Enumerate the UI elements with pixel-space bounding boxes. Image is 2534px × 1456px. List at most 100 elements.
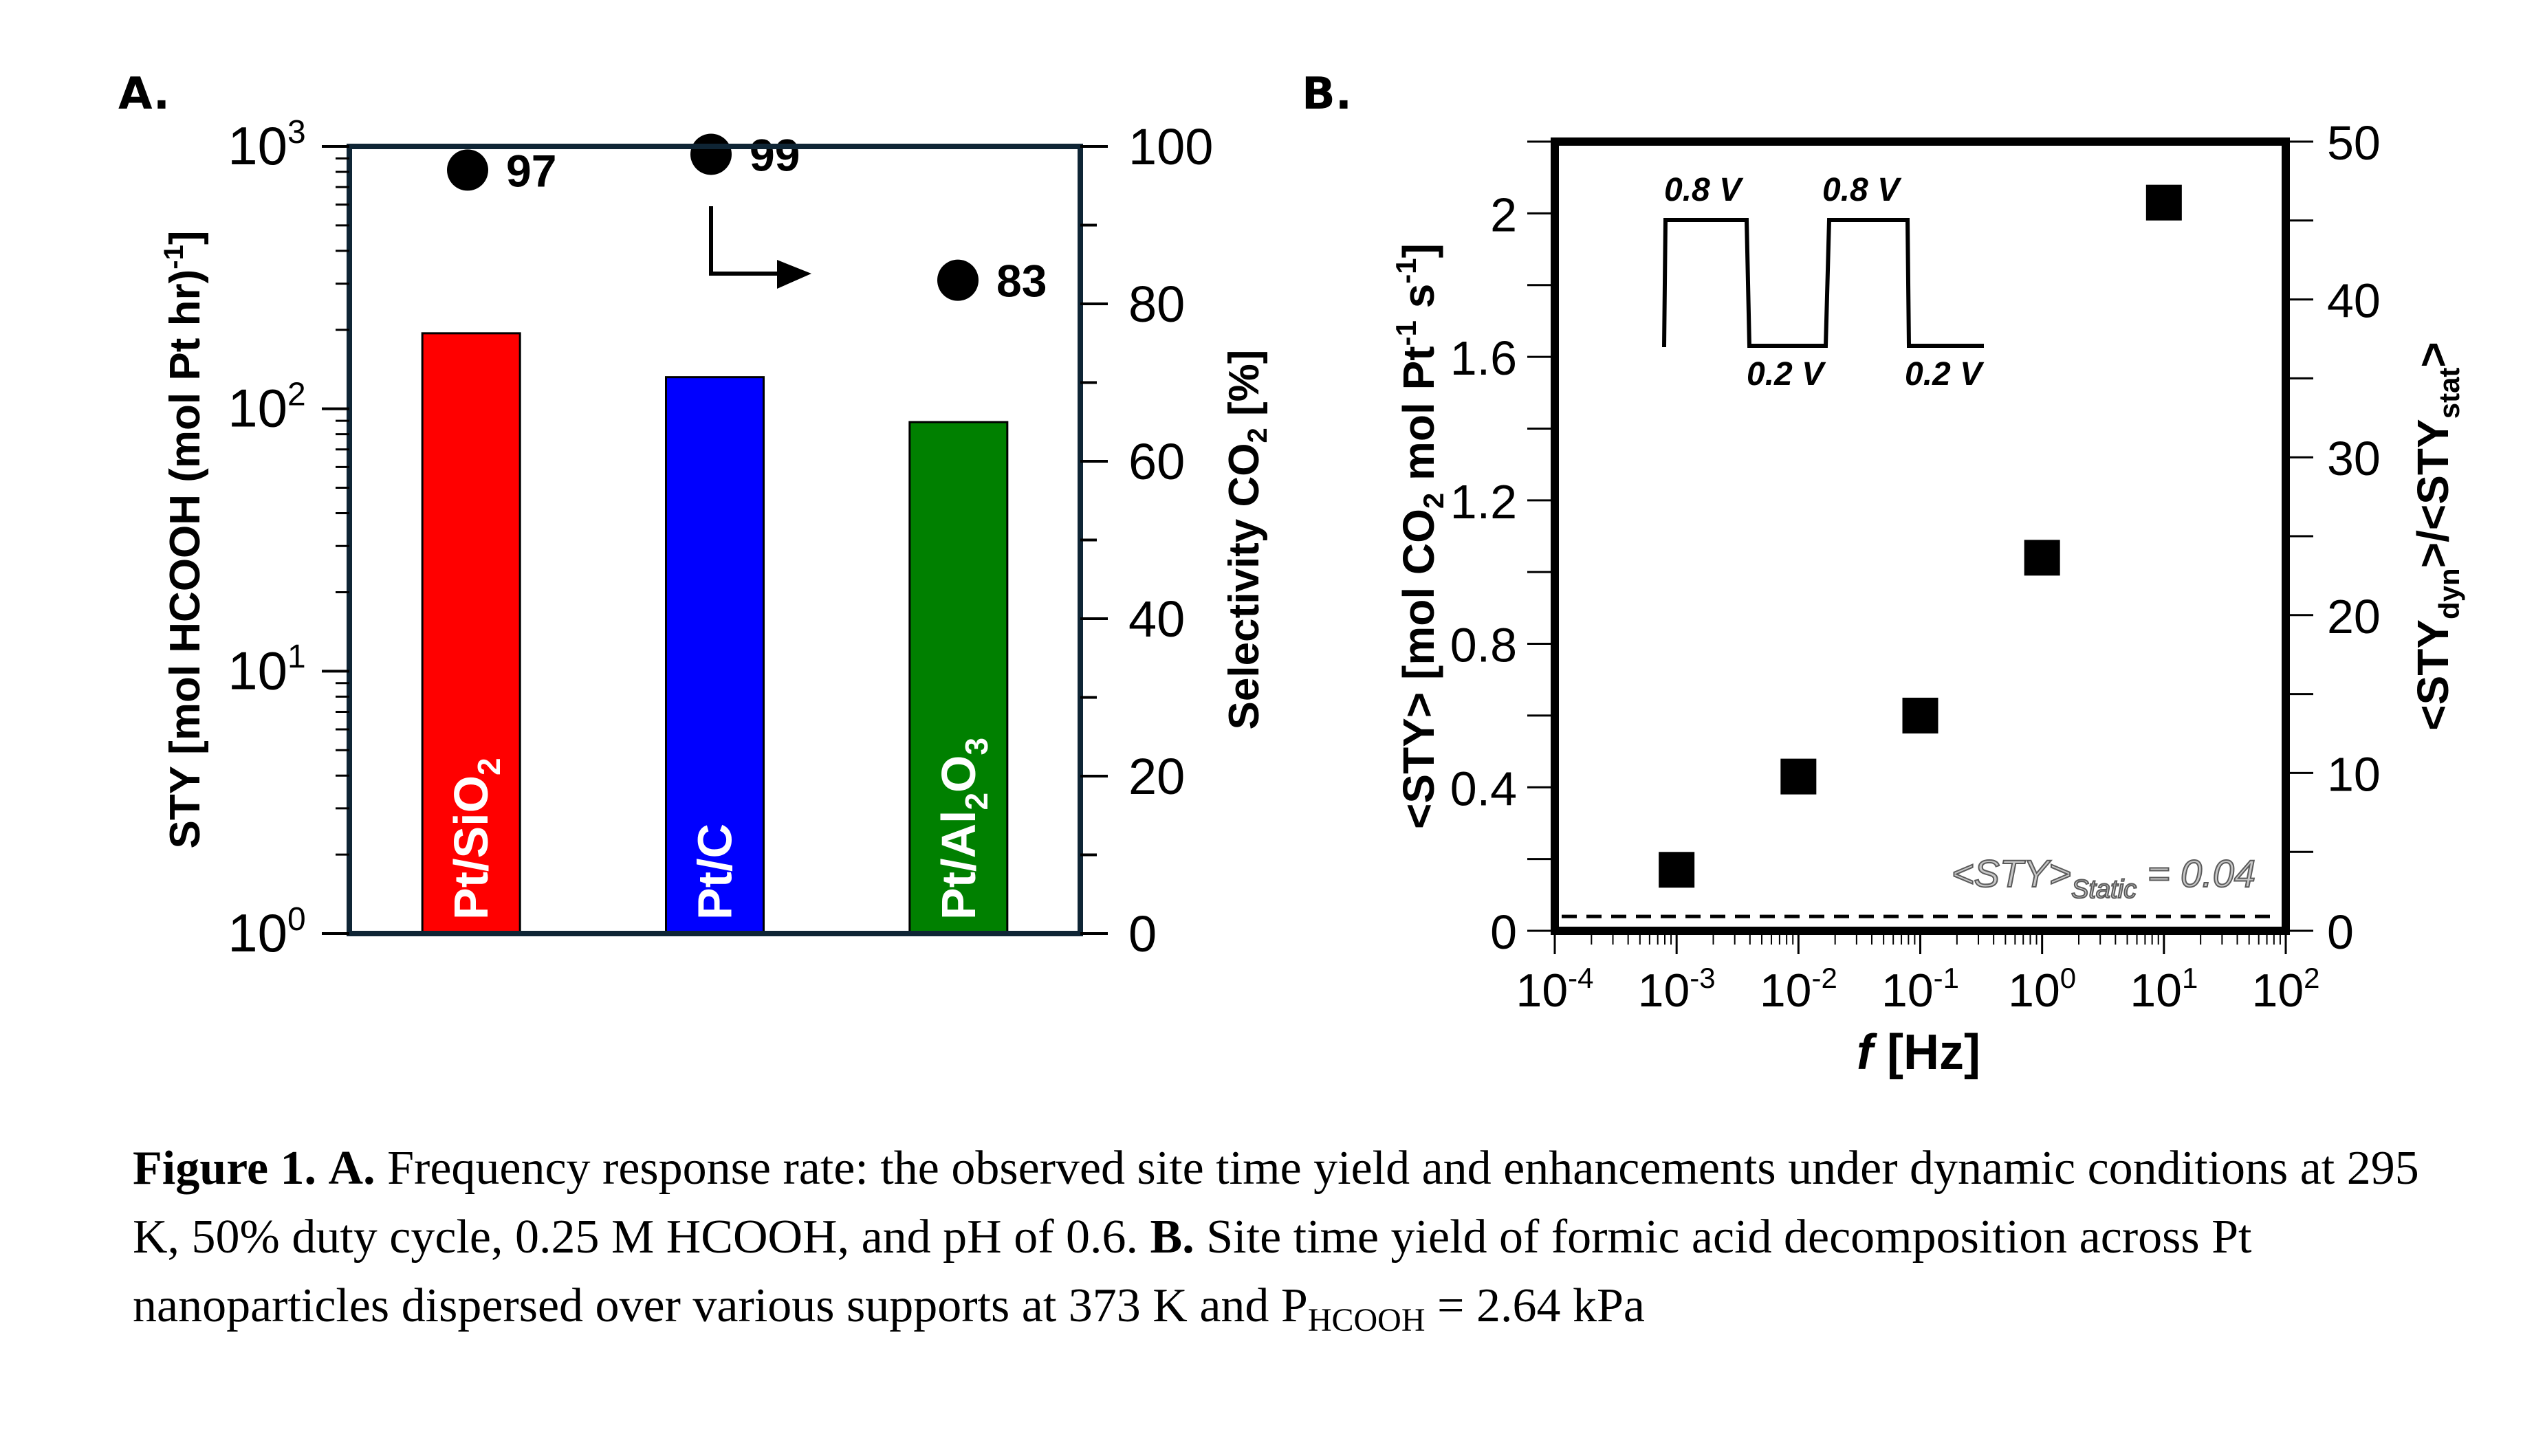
panel-b-xlabel-main: [Hz] <box>1873 1025 1980 1080</box>
selectivity-point-2 <box>690 133 732 175</box>
xtick-label: 10-3 <box>1638 962 1716 1017</box>
xtick-label-exp: 0 <box>2060 962 2076 994</box>
arrow-head-icon <box>777 260 811 289</box>
panel-b-label: B. <box>1302 69 1353 120</box>
panel-b-ylabel-sup2: -1 <box>1390 258 1422 283</box>
waveform-high-label-1: 0.8 V <box>1664 172 1744 208</box>
panel-a-y2label-sub: 2 <box>1243 428 1273 443</box>
bar-label-part: 2 <box>959 793 994 810</box>
bar-label-part: 3 <box>959 738 994 755</box>
bar-label-part: Pt/Al <box>932 810 985 920</box>
panel-b-ylabel-sub: 2 <box>1417 493 1450 509</box>
y2tick-label: 10 <box>2327 747 2381 801</box>
ytick-label-exp: 2 <box>287 376 306 412</box>
caption-a-text: Frequency response rate: the observed si… <box>133 1142 2419 1264</box>
xtick-label-exp: -3 <box>1690 962 1715 994</box>
panel-a-label: A. <box>118 69 171 120</box>
ytick-label: 102 <box>228 376 305 438</box>
y2tick-label: 100 <box>1128 118 1213 175</box>
ytick-label-base: 10 <box>228 903 287 963</box>
panel-b-y2label-b: >/<STY <box>2408 419 2458 568</box>
bar-label-1: Pt/SiO2 <box>444 758 507 920</box>
figure-caption: Figure 1. A. Frequency response rate: th… <box>133 1134 2457 1341</box>
data-point-4 <box>2024 540 2060 576</box>
caption-b-label: B. <box>1150 1211 1194 1264</box>
xtick-label: 10-4 <box>1516 962 1594 1017</box>
xtick-label: 10-2 <box>1760 962 1837 1017</box>
selectivity-label-1: 97 <box>506 145 556 196</box>
bar-label-2: Pt/C <box>688 824 742 920</box>
waveform-high-label-2: 0.8 V <box>1822 172 1902 208</box>
panel-b-y2label-sub2: stat <box>2433 368 2465 419</box>
xtick-label-base: 10 <box>1638 964 1690 1017</box>
y2tick-label: 40 <box>1128 591 1185 648</box>
bar-label-part: Pt/C <box>688 824 742 920</box>
inset-square-waveform: 0.8 V 0.8 V 0.2 V 0.2 V <box>1662 172 1985 393</box>
xtick-label-base: 10 <box>1881 964 1934 1017</box>
y2tick-label: 30 <box>2327 432 2381 485</box>
panel-b-ylabel-sup: -1 <box>1390 320 1422 346</box>
data-point-2 <box>1780 758 1817 795</box>
xtick-label: 100 <box>2008 962 2076 1017</box>
data-point-3 <box>1902 697 1938 733</box>
y2tick-label: 40 <box>2327 274 2381 328</box>
panel-b-y2label-sub: dyn <box>2433 568 2465 619</box>
xtick-label: 101 <box>2130 962 2198 1017</box>
xtick-label-exp: 1 <box>2182 962 2198 994</box>
panel-a-ylabel-sup: -1 <box>159 245 189 269</box>
selectivity-label-3: 83 <box>996 256 1047 307</box>
xtick-label-exp: -1 <box>1934 962 1959 994</box>
panel-a-y2label-tail: [%] <box>1221 350 1268 428</box>
panel-b-y2label-a: <STY <box>2408 619 2458 731</box>
ytick-label: 0.8 <box>1450 619 1517 672</box>
bar-3 <box>908 421 1009 935</box>
panel-a-y2label-main: Selectivity CO <box>1221 443 1268 729</box>
ytick-label: 101 <box>228 639 305 701</box>
ytick-label: 100 <box>228 901 305 963</box>
xtick-label-base: 10 <box>2252 964 2304 1017</box>
panel-b-ylabel: <STY> [mol CO2 mol Pt-1 s-1] <box>1390 243 1450 829</box>
selectivity-point-1 <box>447 149 488 191</box>
ytick-label: 1.6 <box>1450 331 1517 385</box>
panel-b-y2label: <STYdyn>/<STYstat> <box>2408 342 2465 731</box>
xtick-label-exp: 2 <box>2304 962 2319 994</box>
xtick-label-base: 10 <box>1516 964 1569 1017</box>
ytick-label: 2 <box>1490 188 1517 241</box>
panel-a-ylabel: STY [mol HCOOH (mol Pt hr)-1] <box>159 231 209 849</box>
xtick-label: 102 <box>2252 962 2320 1017</box>
static-sty-label-sub: Static <box>2071 875 2137 904</box>
ytick-label-base: 10 <box>228 115 287 176</box>
panel-b-y2label-c: > <box>2408 342 2458 367</box>
ytick-label: 1.2 <box>1450 475 1517 529</box>
bar-label-part: O <box>932 755 985 793</box>
y2tick-label: 0 <box>2327 905 2354 959</box>
panel-a-ylabel-tail: ] <box>162 231 209 245</box>
panel-b-ylabel-d: ] <box>1394 243 1443 258</box>
data-point-1 <box>1659 852 1695 888</box>
bar-label-3: Pt/Al2O3 <box>932 738 994 920</box>
ytick-label: 0.4 <box>1450 762 1517 815</box>
y2tick-label: 20 <box>2327 590 2381 643</box>
bar-label-part: Pt/SiO <box>444 775 498 920</box>
xtick-label-exp: -4 <box>1568 962 1593 994</box>
y2tick-label: 20 <box>1128 748 1185 805</box>
waveform-low-label-1: 0.2 V <box>1747 356 1826 393</box>
static-sty-label-main: <STY> <box>1952 852 2071 895</box>
y2tick-label: 60 <box>1128 433 1185 490</box>
caption-b-tail: = 2.64 kPa <box>1425 1279 1645 1332</box>
caption-b-sub: HCOOH <box>1307 1302 1426 1338</box>
caption-a-label: A. <box>328 1142 375 1195</box>
y2tick-label: 80 <box>1128 276 1185 333</box>
caption-b-text: Site time yield of formic acid decomposi… <box>133 1211 2252 1332</box>
bar-label-part: 2 <box>471 758 507 775</box>
xtick-label-base: 10 <box>1760 964 1812 1017</box>
ytick-label-exp: 0 <box>287 901 306 938</box>
panel-b-ylabel-b: mol Pt <box>1394 346 1443 492</box>
ytick-label: 0 <box>1490 905 1517 959</box>
xtick-label-exp: -2 <box>1811 962 1837 994</box>
y2tick-label: 50 <box>2327 116 2381 170</box>
data-point-5 <box>2145 184 2182 221</box>
xtick-label-base: 10 <box>2130 964 2182 1017</box>
